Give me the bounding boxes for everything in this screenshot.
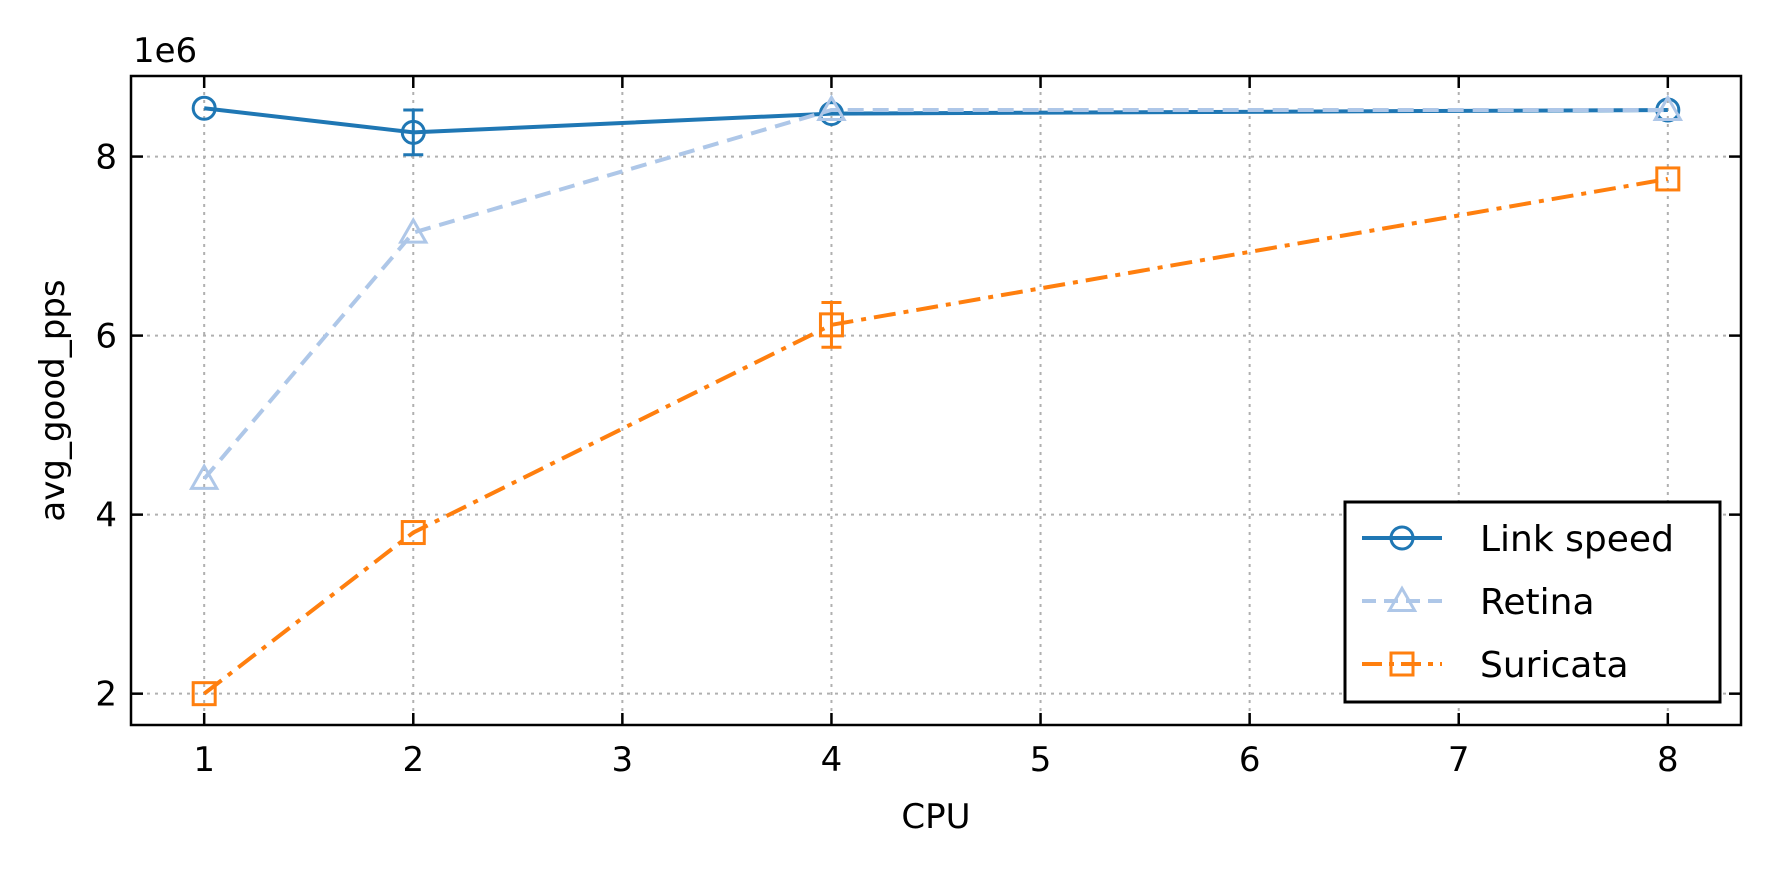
data-point — [191, 681, 217, 707]
data-point — [1652, 94, 1684, 122]
x-tick-label: 3 — [612, 740, 634, 780]
x-tick-label: 1 — [193, 740, 215, 780]
data-point — [188, 463, 220, 490]
x-axis-label: CPU — [901, 797, 970, 837]
x-tick-label: 5 — [1030, 740, 1052, 780]
data-point — [816, 94, 847, 122]
series-line — [202, 108, 1668, 481]
legend-marker-suricata — [1389, 651, 1415, 677]
y-axis-label: avg_good_pps — [33, 279, 73, 521]
legend-label-link-speed: Link speed — [1480, 519, 1674, 560]
x-tick-label: 4 — [821, 740, 843, 780]
plot-area-frame — [129, 74, 1743, 727]
y-tick-label: 2 — [95, 675, 117, 715]
y-tick-label: 8 — [95, 138, 117, 178]
data-point — [400, 119, 426, 145]
data-point — [400, 520, 426, 546]
x-tick-label: 7 — [1448, 740, 1470, 780]
x-tick-label: 2 — [402, 740, 424, 780]
legend-label-retina: Retina — [1480, 582, 1595, 623]
x-tick-label: 6 — [1239, 740, 1261, 780]
x-tick-label: 8 — [1657, 740, 1679, 780]
series-line — [202, 176, 1669, 696]
legend-label-suricata: Suricata — [1480, 645, 1629, 686]
series-retina — [188, 94, 1684, 490]
legend: Link speed Retina Suricata — [1343, 500, 1722, 704]
y-tick-label: 6 — [95, 317, 117, 357]
data-point — [398, 216, 429, 244]
data-point — [191, 95, 217, 121]
data-point — [818, 312, 844, 338]
series-link-speed — [191, 95, 1681, 157]
series-group — [188, 94, 1684, 707]
legend-marker-retina — [1386, 585, 1418, 612]
y-offset-label: 1e6 — [133, 31, 197, 71]
data-point — [1655, 166, 1681, 192]
legend-marker-link-speed — [1389, 525, 1415, 551]
ticks: 1 2 3 4 5 6 7 8 2 4 6 8 — [95, 76, 1741, 780]
series-suricata — [191, 166, 1681, 707]
y-tick-label: 4 — [95, 496, 117, 536]
